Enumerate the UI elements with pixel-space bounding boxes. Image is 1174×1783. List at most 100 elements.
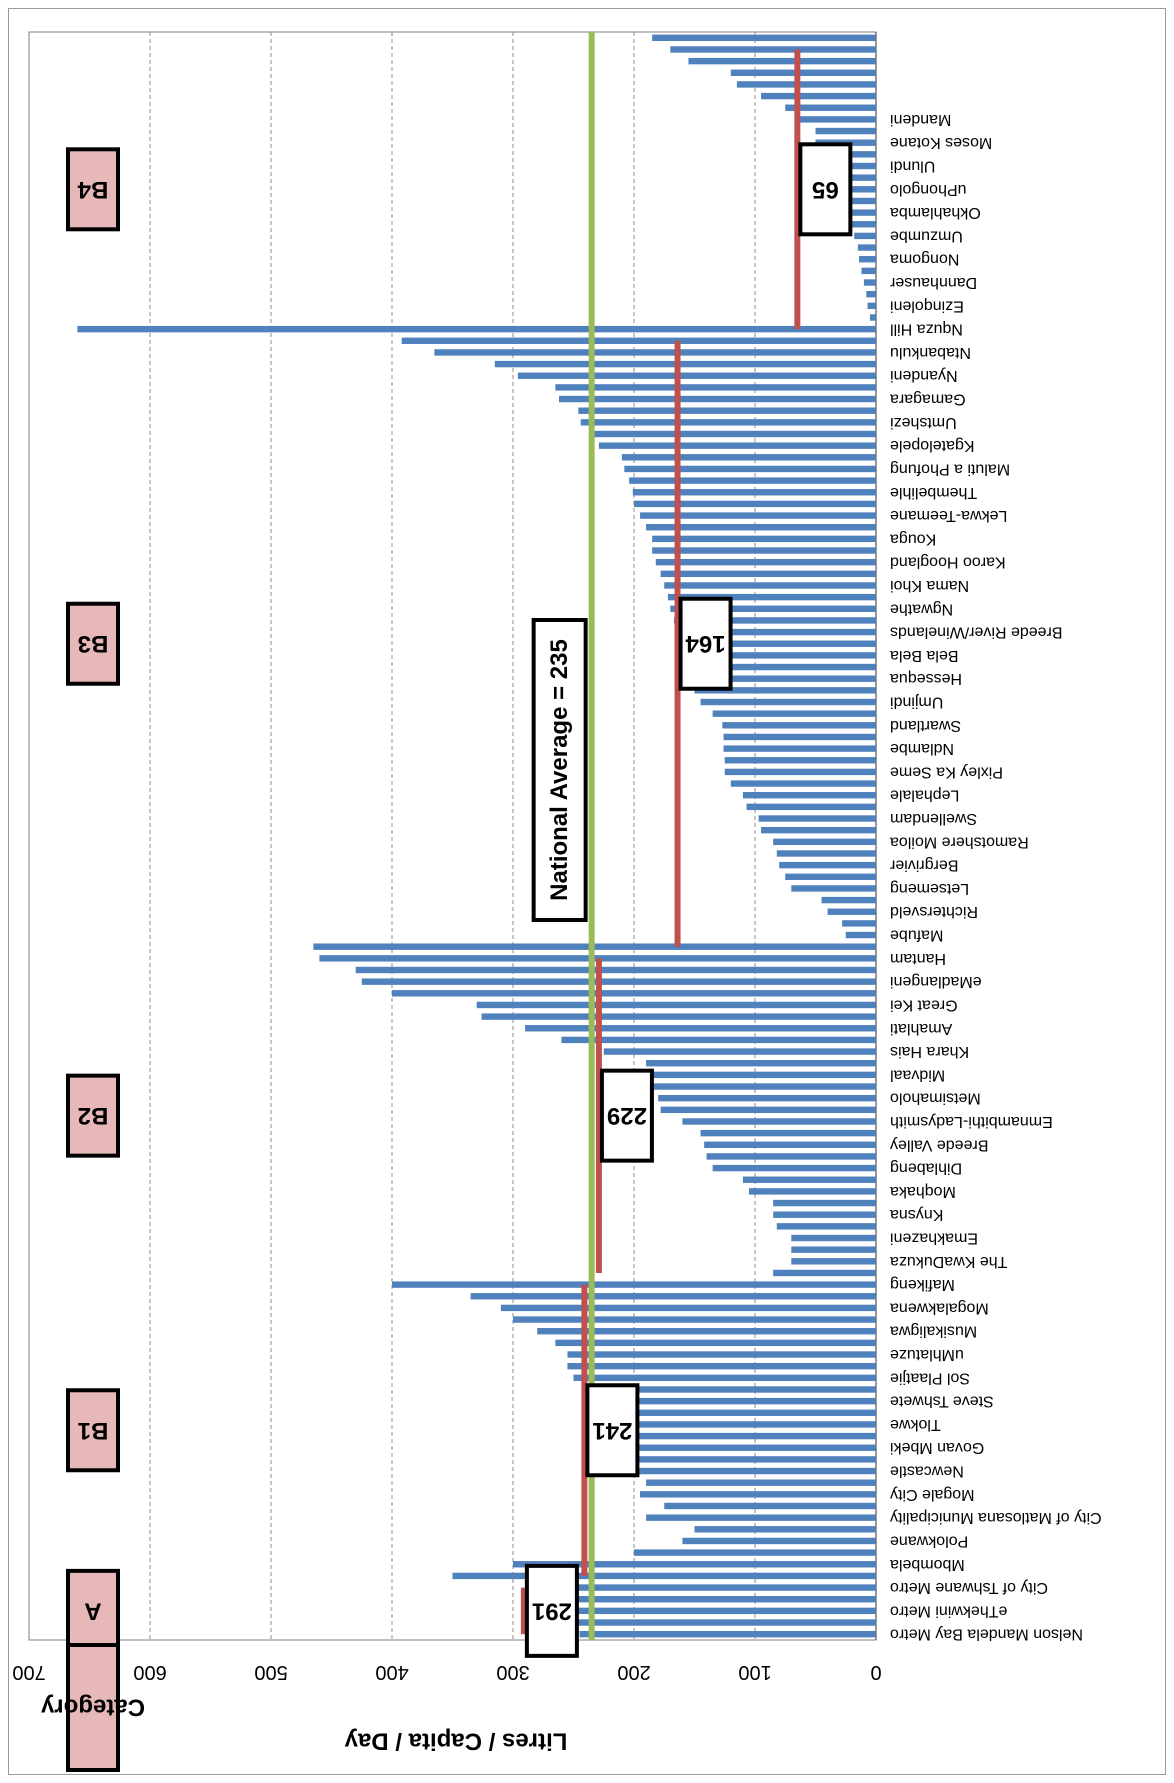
category-box-label: B4 (77, 176, 108, 203)
bar (525, 1584, 876, 1591)
bar (730, 780, 876, 787)
bar (634, 1549, 876, 1556)
bar (761, 92, 876, 100)
category-label: Khara Hais (890, 1043, 969, 1060)
bar (595, 1421, 876, 1428)
category-label: Dannhauser (889, 274, 977, 291)
category-label: Emakhazeni (890, 1230, 978, 1247)
bar (588, 1397, 876, 1405)
bar (773, 1269, 876, 1277)
category-label: Midvaal (890, 1066, 945, 1083)
bar (567, 1362, 876, 1370)
bar (624, 465, 876, 473)
category-box (66, 147, 120, 232)
bar (555, 1339, 876, 1347)
bar (712, 710, 876, 717)
bar (839, 197, 876, 205)
group-average-box (599, 1068, 654, 1163)
category-label: Okhahlamba (890, 204, 981, 221)
bar (640, 512, 876, 519)
category-label: Amahlati (890, 1020, 952, 1037)
x-tick-label: 200 (617, 1661, 650, 1683)
bar (791, 885, 876, 892)
category-label: Metsimaholo (890, 1090, 981, 1107)
bar (706, 1153, 876, 1160)
category-label: Hantam (890, 950, 946, 967)
bar (761, 826, 876, 834)
category-label: Nelson Mandela Bay Metro (890, 1626, 1083, 1643)
bar (652, 547, 876, 554)
category-label: Govan Mbeki (890, 1439, 984, 1456)
bar (857, 244, 876, 251)
bar (655, 558, 876, 566)
bar (724, 757, 876, 764)
bar (700, 1129, 876, 1137)
bar (621, 1456, 876, 1463)
category-label: Richtersveld (890, 903, 978, 920)
bar (513, 1561, 876, 1568)
bar (779, 861, 876, 869)
category-label: Ndlambe (890, 740, 954, 757)
category-label: Breede River/Winelands (890, 624, 1063, 641)
bar (561, 1596, 876, 1603)
category-label: Umzumbe (890, 227, 963, 244)
category-label: City of Matlosana Municipality (890, 1509, 1102, 1526)
bar (648, 1071, 876, 1079)
group-average-label: 241 (592, 1417, 632, 1444)
bar (603, 1444, 876, 1451)
category-label: Swartland (890, 717, 961, 734)
bar (851, 221, 876, 228)
category-label: Gamagara (890, 391, 966, 408)
bar (670, 605, 876, 612)
bar (758, 815, 876, 822)
x-tick-label: 400 (375, 1661, 408, 1683)
bar (476, 1001, 876, 1009)
category-label: Ngwathe (890, 600, 953, 617)
bar (670, 46, 876, 53)
category-label: Sol Plaatjie (890, 1369, 970, 1386)
category-label: Dihlabeng (890, 1160, 962, 1177)
bar (567, 1351, 876, 1358)
category-label: Lephalale (890, 787, 960, 804)
category-label: Karoo Hoogland (890, 554, 1006, 571)
category-label: Emnambithi-Ladysmith (890, 1113, 1053, 1130)
category-box-label: B3 (78, 630, 109, 657)
category-label: Tlokwe (890, 1416, 941, 1433)
category-label: Ezinqoleni (890, 297, 964, 314)
bar (558, 395, 876, 403)
bar (776, 1223, 876, 1230)
category-label: Nongoma (890, 251, 959, 268)
category-box-label: B2 (78, 1102, 109, 1129)
bar (700, 698, 876, 706)
bar (863, 279, 876, 286)
bar (722, 722, 876, 729)
category-label: Steve Tshwete (890, 1393, 994, 1410)
bar (692, 675, 876, 682)
bar (694, 687, 876, 694)
bar (773, 838, 876, 846)
bar (785, 873, 876, 880)
x-tick-label: 500 (254, 1661, 287, 1683)
bar (742, 1176, 876, 1183)
category-box (66, 1388, 120, 1473)
category-label: Mafikeng (890, 1276, 955, 1293)
bar (688, 57, 876, 65)
x-tick-label: 300 (496, 1661, 529, 1683)
bar (704, 1141, 876, 1148)
bar (791, 1246, 876, 1253)
group-average-box (524, 1563, 579, 1658)
bar (854, 232, 876, 240)
category-label: uPhongolo (890, 181, 967, 198)
bar (591, 1386, 876, 1393)
category-label: Moses Kotane (890, 134, 992, 151)
category-label: Mogale City (890, 1486, 974, 1503)
group-average-label: 65 (812, 176, 839, 203)
bar (573, 1374, 876, 1382)
category-label: Mandeni (890, 111, 951, 128)
group-average-box (678, 596, 733, 691)
bar (470, 1293, 876, 1300)
category-label: Newcastle (890, 1463, 964, 1480)
group-average-label: 164 (685, 630, 726, 657)
bar (730, 69, 876, 76)
